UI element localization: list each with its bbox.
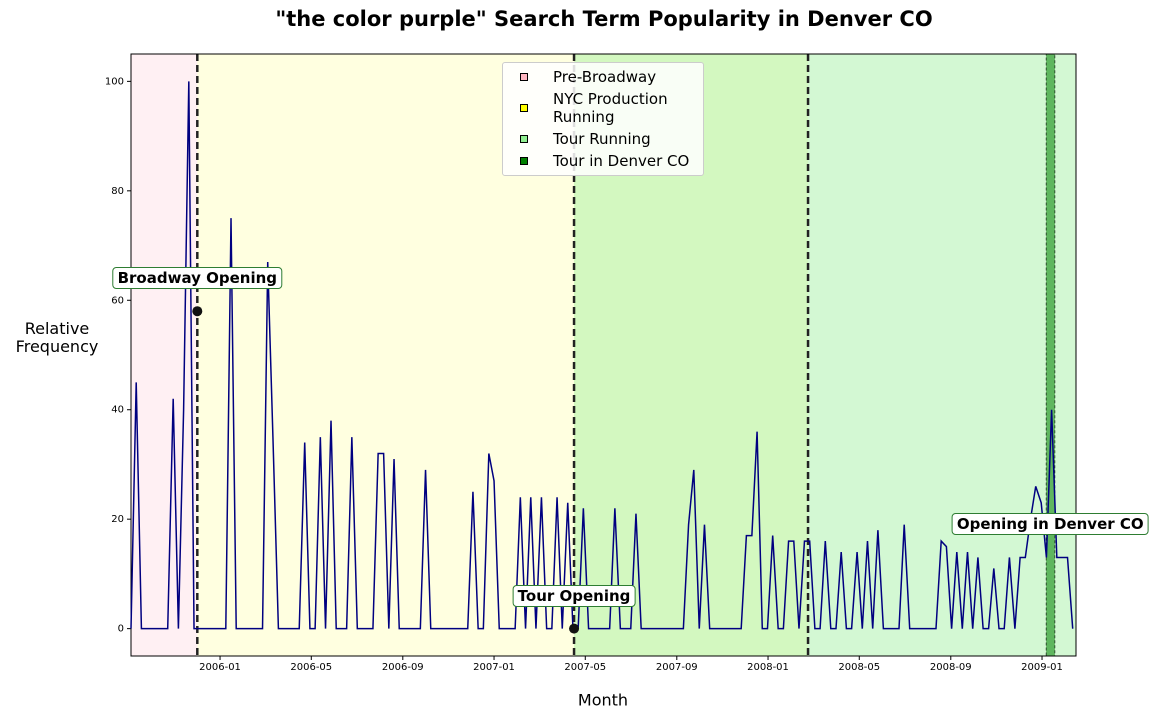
x-tick-label: 2008-01 [747,662,789,673]
legend-item: Tour Running [503,128,703,150]
legend-label: Tour Running [553,130,651,148]
x-tick-label: 2006-01 [199,662,241,673]
legend-swatch [520,157,528,165]
legend-swatch [520,135,528,143]
annotation-marker [569,623,580,634]
x-tick-label: 2008-05 [838,662,880,673]
data-line [130,81,1074,630]
legend-label: NYC Production Running [553,90,668,126]
plot-area: 0 20 40 60 80 100 2006-01 2006-05 2006-09 2007-01… [105,53,1077,673]
legend-swatch [520,73,528,81]
legend-swatch [520,104,528,112]
annotation-label: Broadway Opening [112,267,283,290]
x-tick-label: 2008-09 [930,662,972,673]
region [1045,53,1056,657]
annotation-label: Tour Opening [512,584,636,607]
legend-item: Tour in Denver CO [503,150,703,172]
y-tick-label: 100 [105,76,124,87]
chart-title: "the color purple" Search Term Popularit… [275,7,932,31]
y-tick-label: 60 [111,295,124,306]
y-tick-label: 0 [118,624,124,635]
x-tick-label: 2007-09 [656,662,698,673]
x-tick-label: 2007-01 [473,662,515,673]
legend-item: NYC Production Running [503,88,703,128]
annotation-label: Opening in Denver CO [951,513,1149,536]
region [131,54,198,656]
x-tick-label: 2009-01 [1021,662,1063,673]
y-axis-label: Relative Frequency [15,319,99,356]
legend-label: Pre-Broadway [553,68,657,86]
x-axis-label: Month [578,691,628,710]
axes-frame [130,53,1077,657]
legend: Pre-Broadway NYC Production Running Tour R… [502,62,704,176]
y-tick-label: 40 [111,405,124,416]
y-tick-label: 80 [111,186,124,197]
annotation-marker [192,306,203,317]
x-tick-label: 2007-05 [564,662,606,673]
x-tick-label: 2006-05 [290,662,332,673]
legend-item: Pre-Broadway [503,66,703,88]
y-tick-label: 20 [111,514,124,525]
legend-label: Tour in Denver CO [553,152,690,170]
x-tick-label: 2006-09 [382,662,424,673]
